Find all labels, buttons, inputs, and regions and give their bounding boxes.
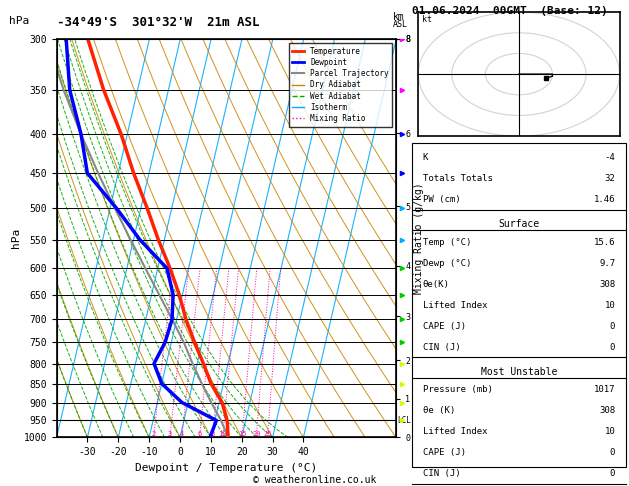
Text: Temp (°C): Temp (°C)	[423, 238, 471, 247]
Text: 0: 0	[610, 469, 615, 479]
Text: PW (cm): PW (cm)	[423, 195, 460, 204]
Text: CIN (J): CIN (J)	[423, 469, 460, 479]
Text: 25: 25	[264, 432, 272, 437]
Text: km: km	[393, 12, 405, 22]
Text: 1.46: 1.46	[594, 195, 615, 204]
Text: 1017: 1017	[594, 385, 615, 395]
Text: 10: 10	[218, 432, 227, 437]
Text: 32: 32	[604, 174, 615, 183]
Text: -34°49'S  301°32'W  21m ASL: -34°49'S 301°32'W 21m ASL	[57, 16, 259, 29]
Text: 0: 0	[610, 322, 615, 331]
Y-axis label: Mixing Ratio (g/kg): Mixing Ratio (g/kg)	[415, 182, 425, 294]
Text: 10: 10	[604, 428, 615, 436]
Text: Pressure (mb): Pressure (mb)	[423, 385, 493, 395]
Text: CAPE (J): CAPE (J)	[423, 449, 465, 457]
Text: Lifted Index: Lifted Index	[423, 428, 487, 436]
Text: CIN (J): CIN (J)	[423, 343, 460, 352]
Text: 20: 20	[252, 432, 260, 437]
Text: 0: 0	[610, 343, 615, 352]
Text: Most Unstable: Most Unstable	[481, 367, 557, 377]
Text: 6: 6	[198, 432, 202, 437]
Text: Surface: Surface	[498, 219, 540, 229]
Text: 0: 0	[610, 449, 615, 457]
Text: kt: kt	[422, 15, 432, 24]
Text: 15.6: 15.6	[594, 238, 615, 247]
Text: θe (K): θe (K)	[423, 406, 455, 416]
Text: CAPE (J): CAPE (J)	[423, 322, 465, 331]
Legend: Temperature, Dewpoint, Parcel Trajectory, Dry Adiabat, Wet Adiabat, Isotherm, Mi: Temperature, Dewpoint, Parcel Trajectory…	[289, 43, 392, 127]
Text: 2: 2	[152, 432, 155, 437]
Text: 15: 15	[238, 432, 247, 437]
Text: Lifted Index: Lifted Index	[423, 301, 487, 310]
Text: 8: 8	[210, 432, 214, 437]
Text: 9.7: 9.7	[599, 259, 615, 268]
Text: 10: 10	[604, 301, 615, 310]
Text: 308: 308	[599, 280, 615, 289]
Text: Dewp (°C): Dewp (°C)	[423, 259, 471, 268]
Y-axis label: hPa: hPa	[11, 228, 21, 248]
Text: 3: 3	[168, 432, 172, 437]
Text: Totals Totals: Totals Totals	[423, 174, 493, 183]
Text: hPa: hPa	[9, 16, 30, 26]
Text: K: K	[423, 153, 428, 162]
Text: -4: -4	[604, 153, 615, 162]
X-axis label: Dewpoint / Temperature (°C): Dewpoint / Temperature (°C)	[135, 463, 318, 473]
Text: θe(K): θe(K)	[423, 280, 450, 289]
Text: 01.06.2024  00GMT  (Base: 12): 01.06.2024 00GMT (Base: 12)	[412, 6, 608, 16]
Text: LCL: LCL	[397, 416, 411, 425]
Text: 308: 308	[599, 406, 615, 416]
Text: 4: 4	[180, 432, 184, 437]
Text: ASL: ASL	[393, 20, 408, 30]
Text: © weatheronline.co.uk: © weatheronline.co.uk	[253, 474, 376, 485]
